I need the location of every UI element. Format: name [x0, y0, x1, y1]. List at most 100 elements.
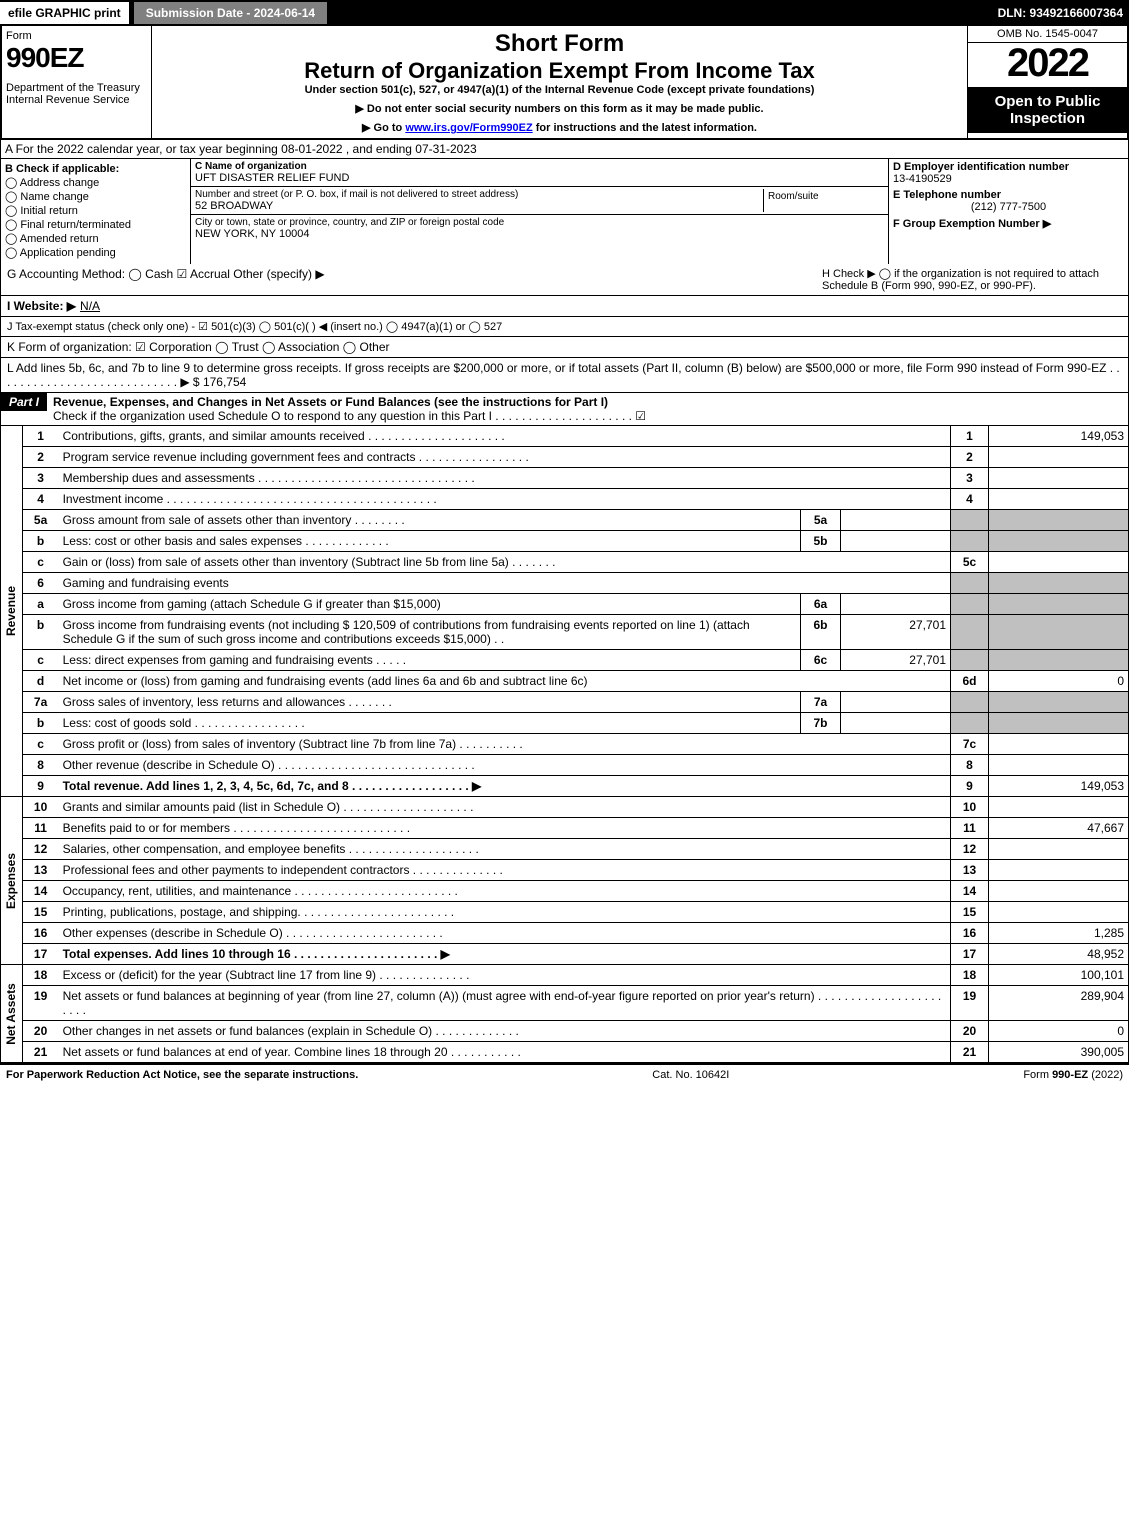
- part1-title-box: Revenue, Expenses, and Changes in Net As…: [47, 393, 1128, 425]
- row-l: L Add lines 5b, 6c, and 7b to line 9 to …: [0, 358, 1129, 393]
- org-name: UFT DISASTER RELIEF FUND: [195, 172, 884, 184]
- netassets-block: Net Assets 18Excess or (deficit) for the…: [0, 965, 1129, 1063]
- room-lbl: Room/suite: [768, 191, 819, 202]
- d-ein-box: D Employer identification number 13-4190…: [889, 159, 1128, 187]
- c-name-lbl: C Name of organization: [195, 161, 884, 172]
- part1-check: Check if the organization used Schedule …: [53, 409, 646, 423]
- street-val: 52 BROADWAY: [195, 200, 763, 212]
- form-label: Form: [6, 30, 147, 42]
- d-lbl: D Employer identification number: [893, 161, 1124, 173]
- tax-year: 2022: [968, 43, 1127, 83]
- info-grid: B Check if applicable: ◯ Address change …: [0, 159, 1129, 264]
- header-col-left: Form 990EZ Department of the Treasury In…: [2, 26, 152, 138]
- line-12: 12Salaries, other compensation, and empl…: [23, 839, 1129, 860]
- c-street-row: Number and street (or P. O. box, if mail…: [191, 187, 888, 215]
- line-7a: 7aGross sales of inventory, less returns…: [23, 692, 1129, 713]
- header-col-right: OMB No. 1545-0047 2022 Open to Public In…: [967, 26, 1127, 138]
- c-city-box: City or town, state or province, country…: [191, 215, 888, 242]
- chk-name[interactable]: ◯ Name change: [5, 190, 186, 203]
- line-1: 1Contributions, gifts, grants, and simil…: [23, 426, 1129, 447]
- irs-label: Internal Revenue Service: [6, 94, 147, 106]
- page-footer: For Paperwork Reduction Act Notice, see …: [0, 1063, 1129, 1085]
- goto-line: ▶ Go to www.irs.gov/Form990EZ for instru…: [158, 121, 961, 134]
- chk-initial[interactable]: ◯ Initial return: [5, 204, 186, 217]
- line-13: 13Professional fees and other payments t…: [23, 860, 1129, 881]
- part1-header: Part I Revenue, Expenses, and Changes in…: [0, 393, 1129, 426]
- line-8: 8Other revenue (describe in Schedule O) …: [23, 755, 1129, 776]
- b-label: B Check if applicable:: [5, 163, 186, 175]
- line-6: 6Gaming and fundraising events: [23, 573, 1129, 594]
- street-lbl: Number and street (or P. O. box, if mail…: [195, 189, 763, 200]
- revenue-block: Revenue 1Contributions, gifts, grants, a…: [0, 426, 1129, 797]
- g-accounting: G Accounting Method: ◯ Cash ☑ Accrual Ot…: [7, 267, 822, 292]
- netassets-table: 18Excess or (deficit) for the year (Subt…: [23, 965, 1129, 1063]
- line-20: 20Other changes in net assets or fund ba…: [23, 1021, 1129, 1042]
- expenses-table: 10Grants and similar amounts paid (list …: [23, 797, 1129, 965]
- chk-pending[interactable]: ◯ Application pending: [5, 246, 186, 259]
- col-b: B Check if applicable: ◯ Address change …: [1, 159, 191, 264]
- row-k: K Form of organization: ☑ Corporation ◯ …: [0, 337, 1129, 358]
- part1-title: Revenue, Expenses, and Changes in Net As…: [53, 395, 608, 409]
- dln-label: DLN: 93492166007364: [998, 6, 1129, 20]
- efile-label: efile GRAPHIC print: [0, 2, 129, 24]
- line-11: 11Benefits paid to or for members . . . …: [23, 818, 1129, 839]
- expenses-vert: Expenses: [1, 797, 23, 965]
- line-2: 2Program service revenue including gover…: [23, 447, 1129, 468]
- chk-final[interactable]: ◯ Final return/terminated: [5, 218, 186, 231]
- revenue-table: 1Contributions, gifts, grants, and simil…: [23, 426, 1129, 797]
- line-9: 9Total revenue. Add lines 1, 2, 3, 4, 5c…: [23, 776, 1129, 797]
- open-public: Open to Public Inspection: [968, 87, 1127, 133]
- line-6c: cLess: direct expenses from gaming and f…: [23, 650, 1129, 671]
- line-5b: bLess: cost or other basis and sales exp…: [23, 531, 1129, 552]
- line-6d: dNet income or (loss) from gaming and fu…: [23, 671, 1129, 692]
- short-form-title: Short Form: [158, 30, 961, 58]
- row-a: A For the 2022 calendar year, or tax yea…: [0, 140, 1129, 159]
- h-check: H Check ▶ ◯ if the organization is not r…: [822, 267, 1122, 292]
- footer-center: Cat. No. 10642I: [652, 1069, 729, 1081]
- line-17: 17Total expenses. Add lines 10 through 1…: [23, 944, 1129, 965]
- website-val: N/A: [80, 299, 100, 313]
- goto-post: for instructions and the latest informat…: [533, 122, 757, 134]
- e-phone-box: E Telephone number (212) 777-7500: [889, 187, 1128, 215]
- footer-right: Form 990-EZ (2022): [1023, 1069, 1123, 1081]
- line-10: 10Grants and similar amounts paid (list …: [23, 797, 1129, 818]
- submission-date: Submission Date - 2024-06-14: [133, 1, 328, 25]
- line-6a: aGross income from gaming (attach Schedu…: [23, 594, 1129, 615]
- line-5a: 5aGross amount from sale of assets other…: [23, 510, 1129, 531]
- f-group-box: F Group Exemption Number ▶: [889, 215, 1128, 232]
- row-gh: G Accounting Method: ◯ Cash ☑ Accrual Ot…: [0, 264, 1129, 296]
- netassets-vert: Net Assets: [1, 965, 23, 1063]
- line-16: 16Other expenses (describe in Schedule O…: [23, 923, 1129, 944]
- city-val: NEW YORK, NY 10004: [195, 228, 884, 240]
- line-5c: cGain or (loss) from sale of assets othe…: [23, 552, 1129, 573]
- line-18: 18Excess or (deficit) for the year (Subt…: [23, 965, 1129, 986]
- row-j: J Tax-exempt status (check only one) - ☑…: [0, 317, 1129, 337]
- return-title: Return of Organization Exempt From Incom…: [158, 58, 961, 84]
- part1-label: Part I: [1, 393, 47, 411]
- irs-link[interactable]: www.irs.gov/Form990EZ: [405, 122, 532, 134]
- top-bar: efile GRAPHIC print Submission Date - 20…: [0, 0, 1129, 26]
- street-box: Number and street (or P. O. box, if mail…: [195, 189, 764, 212]
- form-number: 990EZ: [6, 42, 147, 74]
- chk-amended[interactable]: ◯ Amended return: [5, 232, 186, 245]
- chk-address[interactable]: ◯ Address change: [5, 176, 186, 189]
- line-14: 14Occupancy, rent, utilities, and mainte…: [23, 881, 1129, 902]
- e-lbl: E Telephone number: [893, 189, 1124, 201]
- line-19: 19Net assets or fund balances at beginni…: [23, 986, 1129, 1021]
- goto-pre: ▶ Go to: [362, 122, 405, 134]
- form-header: Form 990EZ Department of the Treasury In…: [0, 26, 1129, 140]
- i-lbl: I Website: ▶: [7, 299, 76, 313]
- line-4: 4Investment income . . . . . . . . . . .…: [23, 489, 1129, 510]
- line-21: 21Net assets or fund balances at end of …: [23, 1042, 1129, 1063]
- row-i: I Website: ▶ N/A: [0, 296, 1129, 317]
- dept-treasury: Department of the Treasury: [6, 82, 147, 94]
- expenses-block: Expenses 10Grants and similar amounts pa…: [0, 797, 1129, 965]
- room-box: Room/suite: [764, 189, 884, 212]
- c-name-box: C Name of organization UFT DISASTER RELI…: [191, 159, 888, 187]
- line-15: 15Printing, publications, postage, and s…: [23, 902, 1129, 923]
- under-section: Under section 501(c), 527, or 4947(a)(1)…: [158, 84, 961, 96]
- ssn-warning: ▶ Do not enter social security numbers o…: [158, 102, 961, 115]
- phone-val: (212) 777-7500: [893, 201, 1124, 213]
- f-lbl: F Group Exemption Number ▶: [893, 218, 1051, 230]
- revenue-vert: Revenue: [1, 426, 23, 797]
